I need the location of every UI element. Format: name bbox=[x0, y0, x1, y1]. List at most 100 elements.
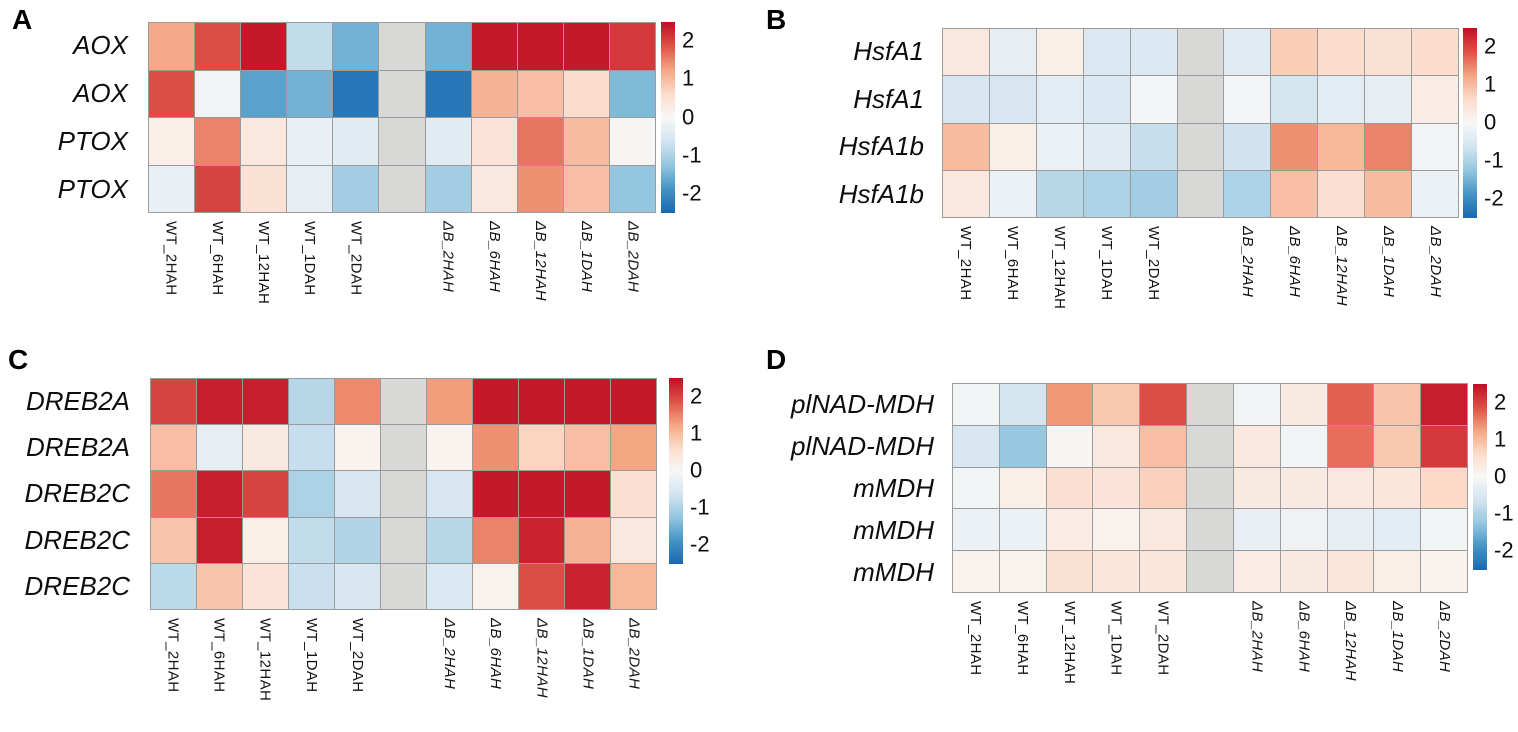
heatmap-spacer-cell bbox=[1187, 551, 1234, 593]
heatmap-cell bbox=[999, 551, 1047, 593]
heatmap-spacer-cell bbox=[381, 425, 427, 472]
heatmap-cell bbox=[473, 425, 519, 472]
heatmap-cell bbox=[425, 118, 472, 166]
row-labels-b: HsfA1 HsfA1 HsfA1b HsfA1b bbox=[770, 28, 934, 218]
heatmap-cell bbox=[149, 70, 196, 118]
heatmap-cell bbox=[195, 23, 242, 71]
heatmap-cell bbox=[943, 170, 990, 218]
column-label-slot: WT_2HAH bbox=[148, 216, 194, 336]
heatmap-cell bbox=[151, 563, 197, 610]
colorbar-tick-label: -1 bbox=[1494, 500, 1514, 526]
heatmap-cell bbox=[999, 509, 1047, 552]
column-label: WT_2DAH bbox=[348, 618, 366, 693]
column-label-slot: ΔB_6HAH bbox=[1271, 221, 1318, 341]
heatmap-cell bbox=[1374, 384, 1422, 426]
column-label-slot bbox=[1187, 596, 1234, 716]
heatmap-cell bbox=[289, 563, 335, 610]
heatmap-cell bbox=[1224, 123, 1272, 171]
heatmap-cell bbox=[473, 517, 519, 564]
heatmap-cell bbox=[1083, 29, 1131, 77]
heatmap-cell bbox=[1421, 509, 1468, 552]
heatmap-cell bbox=[565, 563, 611, 610]
heatmap-spacer-cell bbox=[381, 379, 427, 426]
heatmap-cell bbox=[563, 118, 610, 166]
heatmap-cell bbox=[151, 379, 197, 426]
heatmap-cell bbox=[1271, 76, 1319, 124]
column-label-slot: WT_6HAH bbox=[196, 613, 242, 732]
row-label: DREB2A bbox=[25, 385, 130, 416]
colorbar-tick-label: 1 bbox=[690, 420, 703, 446]
column-labels-d: WT_2HAH WT_6HAH WT_12HAH WT_1DAH WT_2DAH ΔB_2… bbox=[952, 596, 1468, 716]
heatmap-cell bbox=[197, 517, 243, 564]
row-label: DREB2A bbox=[25, 432, 130, 463]
row-label: AOX bbox=[73, 30, 128, 61]
colorbar-gradient bbox=[1463, 28, 1477, 218]
column-label: ΔB_6HAH bbox=[1286, 226, 1303, 298]
heatmap-cell bbox=[471, 165, 518, 213]
column-labels-b: WT_2HAH WT_6HAH WT_12HAH WT_1DAH WT_2DAH ΔB_2… bbox=[942, 221, 1459, 341]
column-label-slot: ΔB_2DAH bbox=[610, 216, 656, 336]
heatmap-cell bbox=[1421, 551, 1468, 593]
heatmap-cell bbox=[195, 165, 242, 213]
heatmap-cell bbox=[1412, 76, 1459, 124]
column-label: ΔB_6HAH bbox=[487, 618, 505, 690]
heatmap-cell bbox=[1421, 425, 1468, 468]
heatmap-cell bbox=[1271, 29, 1319, 77]
heatmap-cell bbox=[1327, 384, 1375, 426]
heatmap-spacer-cell bbox=[1177, 123, 1225, 171]
column-label-slot: WT_6HAH bbox=[194, 216, 240, 336]
column-label: ΔB_12HAH bbox=[532, 221, 550, 301]
heatmap-cell bbox=[943, 123, 990, 171]
heatmap-spacer-cell bbox=[381, 563, 427, 610]
row-label: HsfA1b bbox=[838, 131, 924, 162]
heatmap-cell bbox=[989, 76, 1037, 124]
heatmap-cell bbox=[1093, 551, 1141, 593]
heatmap-cell bbox=[999, 467, 1047, 510]
heatmap-cell bbox=[287, 165, 334, 213]
row-label: DREB2C bbox=[24, 571, 130, 602]
heatmap-cell bbox=[1280, 467, 1328, 510]
panel-letter-a: A bbox=[12, 4, 33, 35]
column-label-slot bbox=[1177, 221, 1224, 341]
heatmap-cell bbox=[1140, 509, 1188, 552]
column-label: ΔB_12HAH bbox=[533, 618, 551, 698]
column-label-slot: WT_12HAH bbox=[240, 216, 286, 336]
heatmap-cell bbox=[149, 165, 196, 213]
column-label-slot: ΔB_2DAH bbox=[1421, 596, 1468, 716]
colorbar-tick-label: 0 bbox=[682, 104, 695, 130]
heatmap-cell bbox=[1224, 170, 1272, 218]
column-label-slot: WT_2DAH bbox=[1140, 596, 1187, 716]
heatmap-cell bbox=[149, 118, 196, 166]
column-label-slot: ΔB_1DAH bbox=[1365, 221, 1412, 341]
column-label-slot bbox=[380, 613, 426, 732]
column-label-slot: WT_1DAH bbox=[1093, 596, 1140, 716]
column-label-slot: WT_2HAH bbox=[942, 221, 989, 341]
column-label: ΔB_2HAH bbox=[1248, 601, 1266, 673]
column-label: ΔB_2DAH bbox=[624, 221, 642, 293]
column-label: ΔB_1DAH bbox=[578, 221, 596, 293]
heatmap-cell bbox=[425, 165, 472, 213]
heatmap-grid-b bbox=[942, 28, 1459, 218]
heatmap-cell bbox=[611, 517, 657, 564]
heatmap-cell bbox=[1271, 123, 1319, 171]
heatmap-cell bbox=[473, 563, 519, 610]
column-label-slot: ΔB_2DAH bbox=[1412, 221, 1459, 341]
heatmap-cell bbox=[1318, 29, 1366, 77]
colorbar-tick-label: 0 bbox=[1484, 109, 1497, 135]
heatmap-cell bbox=[243, 563, 289, 610]
column-label: WT_1DAH bbox=[1098, 226, 1115, 301]
heatmap-cell bbox=[1036, 76, 1084, 124]
heatmap-cell bbox=[335, 379, 381, 426]
heatmap-cell bbox=[565, 379, 611, 426]
column-label-slot: WT_2DAH bbox=[333, 216, 379, 336]
heatmap-cell bbox=[333, 165, 380, 213]
column-label: ΔB_2HAH bbox=[1239, 226, 1256, 298]
row-labels-a: AOX AOX PTOX PTOX bbox=[0, 22, 138, 213]
column-label-slot: WT_1DAH bbox=[287, 216, 333, 336]
heatmap-cell bbox=[1046, 509, 1094, 552]
column-label-slot: ΔB_2HAH bbox=[427, 613, 473, 732]
column-label-slot: ΔB_1DAH bbox=[564, 216, 610, 336]
colorbar-tick-label: 0 bbox=[690, 457, 703, 483]
column-label: WT_2HAH bbox=[162, 221, 180, 296]
heatmap-grid-d bbox=[952, 383, 1468, 593]
